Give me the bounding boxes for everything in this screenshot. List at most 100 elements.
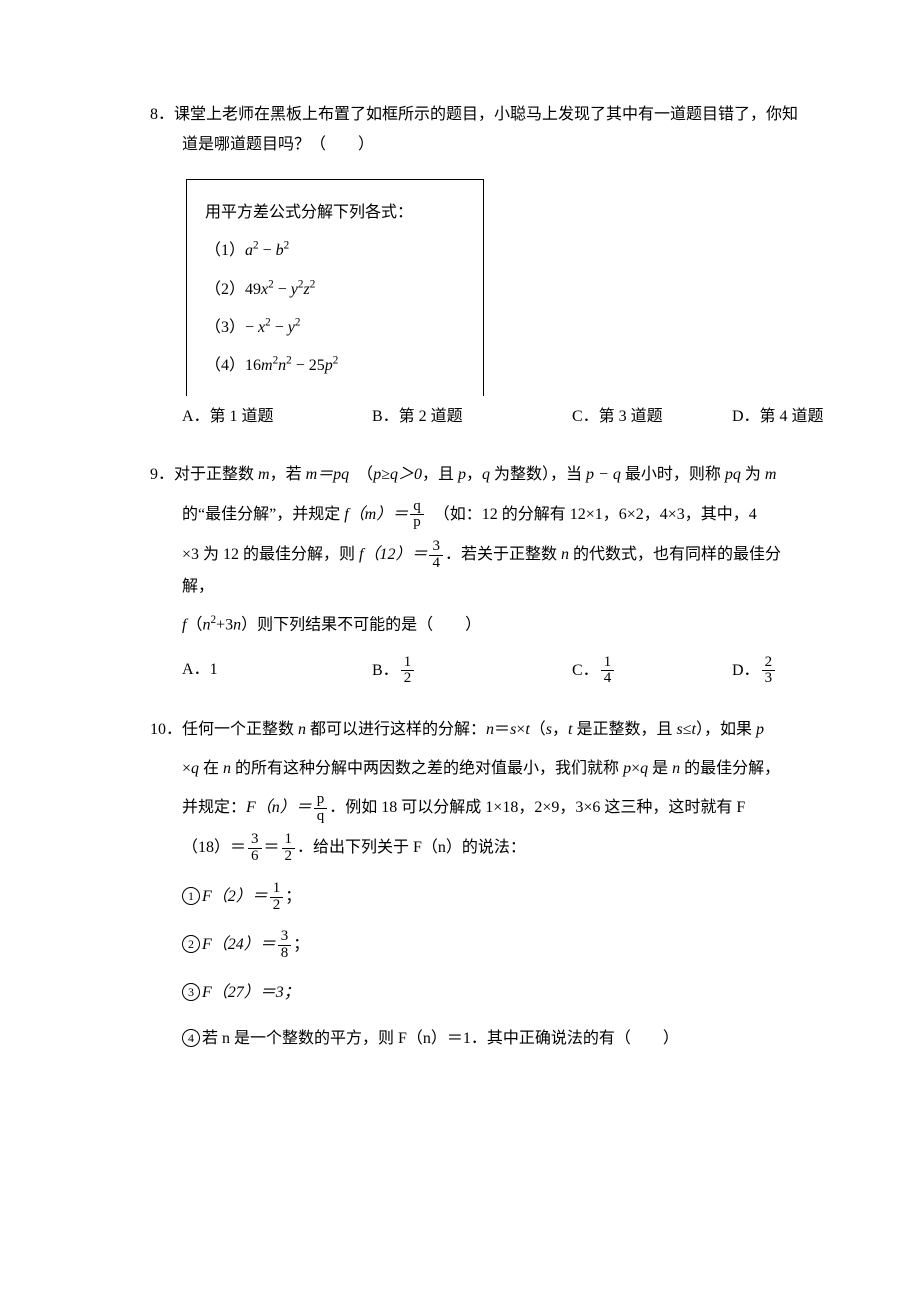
circled-3: 3 [182,983,200,1001]
frac: 12 [401,655,415,688]
num: q [410,499,424,515]
q9-number: 9． [150,466,174,483]
q8-box-item-3: （3）− x2 − y2 [205,309,465,347]
q8-number: 8． [150,106,174,123]
t: 的“最佳分解”，并规定 [182,505,344,522]
q8-text: 课堂上老师在黑板上布置了如框所示的题目，小聪马上发现了其中有一道题目错了，你知道… [174,106,798,153]
frac: 23 [762,655,776,688]
den: 2 [270,897,284,914]
t: F（24）＝ [202,936,276,953]
q8-box-item-2: （2）49x2 − y2z2 [205,271,465,309]
frac: 38 [278,929,292,962]
q8-opt-c: C．第 3 道题 [572,402,732,432]
q8-opt-a: A．第 1 道题 [182,402,372,432]
q10-stmt-3: 3F（27）＝3； [150,978,800,1008]
t: 最小时，则称 [621,466,725,483]
t: m [258,466,270,483]
t: ； [285,888,301,905]
t: ．给出下列关于 F（n）的说法： [297,839,526,856]
num: p [314,792,328,808]
question-10: 10．任何一个正整数 n 都可以进行这样的分解：n＝s×t（s，t 是正整数，且… [150,715,800,1055]
t: f（12）＝ [359,546,427,563]
t: 并规定： [182,799,246,816]
den: 4 [601,670,615,687]
q8-box: 用平方差公式分解下列各式： （1）a2 − b2 （2）49x2 − y2z2 … [186,179,484,396]
den: 2 [282,848,296,865]
num: 1 [601,655,615,671]
t: ，若 [270,466,306,483]
q8-opt-d: D．第 4 道题 [732,402,824,432]
t: m＝pq [306,466,350,483]
frac: 14 [601,655,615,688]
t: 对于正整数 [174,466,258,483]
page-content: 8．课堂上老师在黑板上布置了如框所示的题目，小聪马上发现了其中有一道题目错了，你… [0,0,920,1143]
num: 1 [270,881,284,897]
q8-box-item-4: （4）16m2n2 − 25p2 [205,347,465,385]
q9-options: A．1 B．12 C．14 D．23 [150,655,800,688]
q10-line3: 并规定：F（n）＝pq．例如 18 可以分解成 1×18，2×9，3×6 这三种… [150,792,800,825]
t: ×3 为 12 的最佳分解，则 [182,546,359,563]
den: q [314,808,328,825]
t: 为整数），当 [490,466,586,483]
t: C． [572,662,599,679]
q8-stem: 8．课堂上老师在黑板上布置了如框所示的题目，小聪马上发现了其中有一道题目错了，你… [150,100,800,161]
q8-box-item-1: （1）a2 − b2 [205,232,465,270]
t: F（27）＝3； [202,984,300,1001]
t: q [482,466,490,483]
t: 为 [741,466,765,483]
q8-options: A．第 1 道题 B．第 2 道题 C．第 3 道题 D．第 4 道题 [150,402,800,432]
t: D． [732,662,760,679]
num: 3 [278,929,292,945]
t: f（m）＝ [344,505,408,522]
den: 6 [248,848,262,865]
q10-stmt-2: 2F（24）＝38； [150,929,800,962]
q10-frac-36: 36 [248,832,262,865]
t: ＝ [264,839,280,856]
t: ； [293,936,309,953]
question-9: 9．对于正整数 m，若 m＝pq （p≥q＞0，且 p，q 为整数），当 p −… [150,460,800,687]
q9-opt-d: D．23 [732,655,777,688]
q9-frac-34: 34 [429,539,443,572]
t: ．若关于正整数 [445,546,561,563]
t: F（n）＝ [246,799,312,816]
den: 2 [401,670,415,687]
t: 1 [210,661,218,678]
q10-line4: （18）＝36＝12．给出下列关于 F（n）的说法： [150,832,800,865]
circled-1: 1 [182,887,200,905]
q9-line3: ×3 为 12 的最佳分解，则 f（12）＝34．若关于正整数 n 的代数式，也… [150,539,800,602]
q10-stmt-1: 1F（2）＝12； [150,881,800,914]
t: A． [182,661,210,678]
q10-stmt-4: 4若 n 是一个整数的平方，则 F（n）＝1．其中正确说法的有（ ） [150,1024,800,1054]
q10-frac-12: 12 [282,832,296,865]
q8-opt-b: B．第 2 道题 [372,402,572,432]
t: ，且 [422,466,458,483]
frac: 12 [270,881,284,914]
t: （ [349,466,373,483]
t: m [765,466,777,483]
q10-line2: ×q 在 n 的所有这种分解中两因数之差的绝对值最小，我们就称 p×q 是 n … [150,754,800,784]
question-8: 8．课堂上老师在黑板上布置了如框所示的题目，小聪马上发现了其中有一道题目错了，你… [150,100,800,432]
q9-opt-c: C．14 [572,655,732,688]
num: 1 [401,655,415,671]
t: p [458,466,466,483]
q10-number: 10． [150,721,182,738]
t: B． [372,662,399,679]
q10-line1: 10．任何一个正整数 n 都可以进行这样的分解：n＝s×t（s，t 是正整数，且… [150,715,800,745]
q10-frac-pq: pq [314,792,328,825]
num: 3 [248,832,262,848]
t: p − q [586,466,621,483]
q8-box-title: 用平方差公式分解下列各式： [205,194,465,232]
t: （如：12 的分解有 12×1，6×2，4×3，其中，4 [426,505,757,522]
circled-4: 4 [182,1029,200,1047]
t: n [233,616,241,633]
t: f [182,616,186,633]
num: 2 [762,655,776,671]
den: 3 [762,670,776,687]
t: 若 n 是一个整数的平方，则 F（n）＝1．其中正确说法的有（ ） [202,1030,679,1047]
q9-opt-a: A．1 [182,655,372,688]
q9-line1: 9．对于正整数 m，若 m＝pq （p≥q＞0，且 p，q 为整数），当 p −… [150,460,800,490]
den: 8 [278,945,292,962]
num: 3 [429,539,443,555]
t: 则下列结果不可能的是（ ） [257,616,481,633]
t: pq [725,466,741,483]
